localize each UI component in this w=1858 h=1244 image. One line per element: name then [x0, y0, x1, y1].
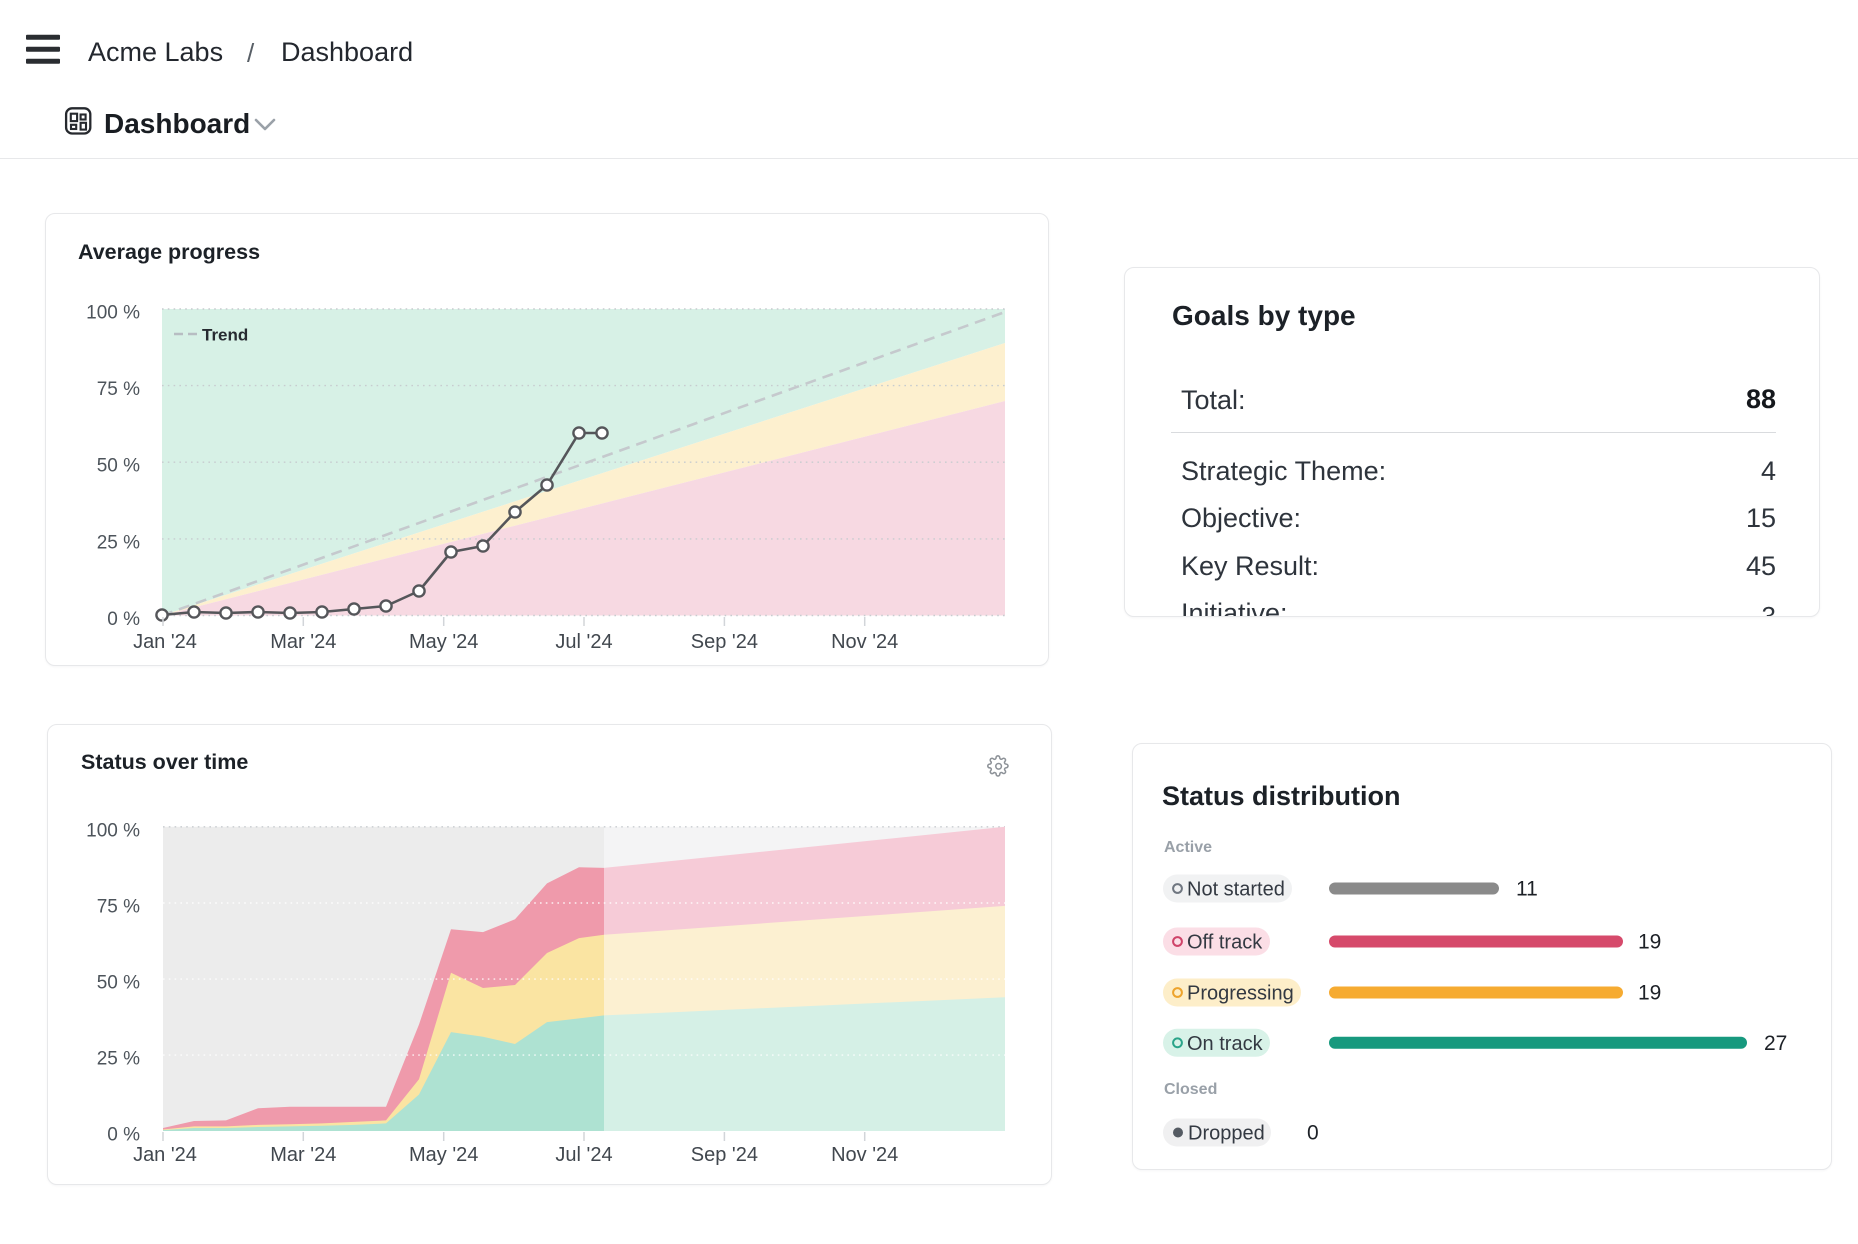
svg-text:27: 27 — [1764, 1032, 1787, 1055]
svg-text:25 %: 25 % — [97, 1049, 140, 1070]
svg-text:19: 19 — [1638, 982, 1661, 1005]
svg-text:100 %: 100 % — [86, 820, 140, 841]
svg-text:Mar '24: Mar '24 — [270, 631, 336, 653]
svg-text:0 %: 0 % — [107, 609, 140, 630]
svg-text:Mar '24: Mar '24 — [270, 1144, 336, 1166]
svg-text:Jan '24: Jan '24 — [133, 631, 197, 653]
svg-text:75 %: 75 % — [97, 897, 140, 918]
svg-text:Sep '24: Sep '24 — [691, 631, 758, 653]
svg-text:0: 0 — [1307, 1122, 1319, 1145]
svg-text:50 %: 50 % — [97, 456, 140, 477]
svg-text:Progressing: Progressing — [1187, 983, 1294, 1005]
svg-text:May '24: May '24 — [409, 631, 478, 653]
svg-text:Nov '24: Nov '24 — [831, 631, 898, 653]
svg-text:Jul '24: Jul '24 — [555, 631, 612, 653]
svg-text:0 %: 0 % — [107, 1125, 140, 1146]
svg-text:Trend: Trend — [202, 326, 248, 345]
svg-text:On track: On track — [1187, 1033, 1264, 1055]
svg-text:Jul '24: Jul '24 — [555, 1144, 612, 1166]
svg-text:75 %: 75 % — [97, 379, 140, 400]
svg-text:Dropped: Dropped — [1188, 1123, 1265, 1145]
svg-text:Off track: Off track — [1187, 932, 1263, 954]
svg-text:Nov '24: Nov '24 — [831, 1144, 898, 1166]
svg-text:Jan '24: Jan '24 — [133, 1144, 197, 1166]
svg-text:Sep '24: Sep '24 — [691, 1144, 758, 1166]
svg-text:25 %: 25 % — [97, 532, 140, 553]
svg-text:May '24: May '24 — [409, 1144, 478, 1166]
svg-text:Not started: Not started — [1187, 879, 1285, 901]
svg-text:100 %: 100 % — [86, 303, 140, 324]
svg-text:50 %: 50 % — [97, 973, 140, 994]
svg-text:19: 19 — [1638, 931, 1661, 954]
svg-text:11: 11 — [1516, 878, 1538, 901]
